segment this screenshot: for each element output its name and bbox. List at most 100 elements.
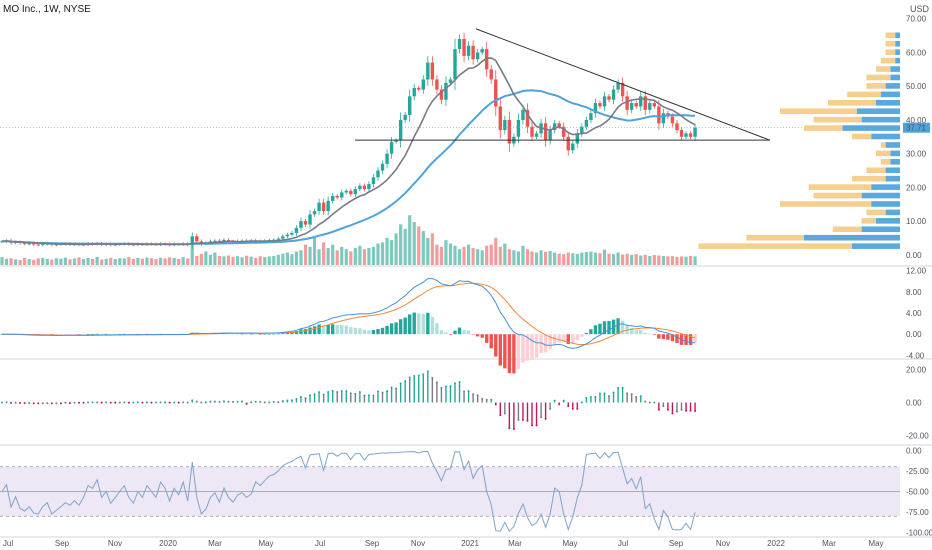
candle-body — [340, 192, 344, 198]
candle-body — [557, 123, 561, 127]
volume-bar — [399, 224, 403, 265]
volume-bar — [32, 259, 36, 265]
oscillator-dot — [191, 399, 194, 402]
oscillator-dot — [141, 401, 144, 404]
candle-body — [344, 190, 348, 193]
macd-histogram-bar — [489, 334, 493, 349]
profile-bar-up — [895, 32, 900, 39]
candle-body — [643, 96, 647, 110]
volume-bar — [394, 233, 398, 265]
candle-body — [421, 79, 425, 90]
macd-histogram-bar — [249, 333, 253, 335]
candle-body — [45, 243, 49, 245]
macd-axis-tick: 0.00 — [906, 330, 922, 339]
oscillator-dot — [612, 391, 615, 394]
macd-histogram-bar — [358, 328, 362, 335]
oscillator-dot — [558, 403, 561, 406]
volume-bar — [349, 251, 353, 265]
oscillator-dot — [50, 402, 53, 405]
oscillator-dot — [168, 401, 171, 404]
candle-body — [657, 106, 661, 124]
oscillator-dot — [576, 407, 579, 410]
macd-histogram-bar — [430, 316, 435, 335]
oscillator-dot — [28, 402, 31, 405]
oscillator-dot — [435, 381, 438, 384]
oscillator-dot — [354, 392, 357, 395]
oscillator-dot — [694, 409, 697, 412]
oscillator-dot — [200, 401, 203, 404]
macd-histogram-bar — [308, 327, 312, 335]
candle-body — [516, 119, 521, 137]
oscillator-dot — [277, 401, 280, 404]
macd-axis-tick: 12.00 — [906, 267, 927, 276]
oscillator-dot — [19, 401, 22, 404]
price-axis-tick: 20.00 — [906, 183, 927, 192]
candle-body — [376, 170, 380, 178]
volume-bar — [688, 255, 693, 265]
oscillator-dot — [127, 401, 130, 404]
macd-histogram-bar — [584, 332, 589, 335]
ticker-label[interactable]: MO Inc., 1W, NYSE — [3, 4, 91, 15]
candle-body — [349, 190, 353, 195]
volume-bar — [466, 244, 471, 265]
volume-bar — [376, 243, 380, 265]
macd-histogram-bar — [81, 334, 86, 335]
x-axis-tick: May — [258, 539, 273, 548]
volume-bar — [571, 253, 575, 265]
x-axis-tick: Nov — [108, 539, 122, 548]
oscillator-dot — [5, 401, 8, 404]
profile-bar-down — [746, 234, 804, 241]
oscillator-dot — [14, 401, 17, 404]
volume-bar — [54, 258, 58, 265]
volume-bar — [163, 258, 167, 265]
x-axis-tick: Nov — [411, 539, 425, 548]
candle-body — [620, 82, 625, 97]
volume-bar — [353, 248, 357, 265]
oscillator-dot — [508, 427, 511, 430]
volume-bar — [593, 252, 598, 265]
oscillator-dot — [250, 401, 253, 404]
oscillator-dot — [213, 400, 216, 403]
volume-bar — [539, 250, 543, 265]
oscillator-dot — [376, 390, 379, 393]
candle-body — [41, 244, 45, 246]
candle-body — [639, 96, 643, 107]
volume-bar — [113, 259, 117, 265]
candle-body — [462, 38, 466, 56]
macd-histogram-bar — [521, 334, 525, 363]
oscillator-dot — [648, 401, 651, 404]
volume-bar — [208, 254, 212, 265]
macd-histogram-bar — [272, 333, 276, 335]
volume-bar — [621, 254, 625, 265]
profile-bar-down — [885, 32, 896, 39]
volume-bar — [666, 256, 670, 265]
volume-bar — [643, 254, 647, 265]
profile-bar-up — [871, 201, 900, 207]
candle-body — [693, 127, 697, 137]
macd-axis-tick: 4.00 — [906, 309, 922, 318]
volume-bar — [498, 246, 502, 265]
volume-bar — [290, 254, 294, 265]
macd-histogram-bar — [480, 334, 484, 338]
volume-bar — [91, 258, 95, 265]
profile-bar-down — [880, 142, 886, 148]
profile-bar-down — [847, 91, 881, 98]
volume-bar — [217, 255, 222, 265]
volume-bar — [630, 254, 634, 265]
candle-body — [317, 202, 321, 212]
volume-bar — [408, 215, 412, 265]
volume-bar — [245, 255, 249, 265]
macd-histogram-bar — [68, 334, 72, 335]
oscillator-dot — [617, 386, 620, 389]
oscillator-dot — [567, 405, 570, 408]
oscillator-dot — [236, 400, 239, 403]
oscillator-dot — [114, 401, 117, 404]
candle-body — [444, 82, 448, 100]
candle-body — [507, 119, 512, 144]
candle-body — [36, 244, 40, 246]
macd-histogram-bar — [113, 333, 117, 335]
oscillator-dot — [145, 401, 148, 404]
volume-bar — [27, 259, 31, 265]
